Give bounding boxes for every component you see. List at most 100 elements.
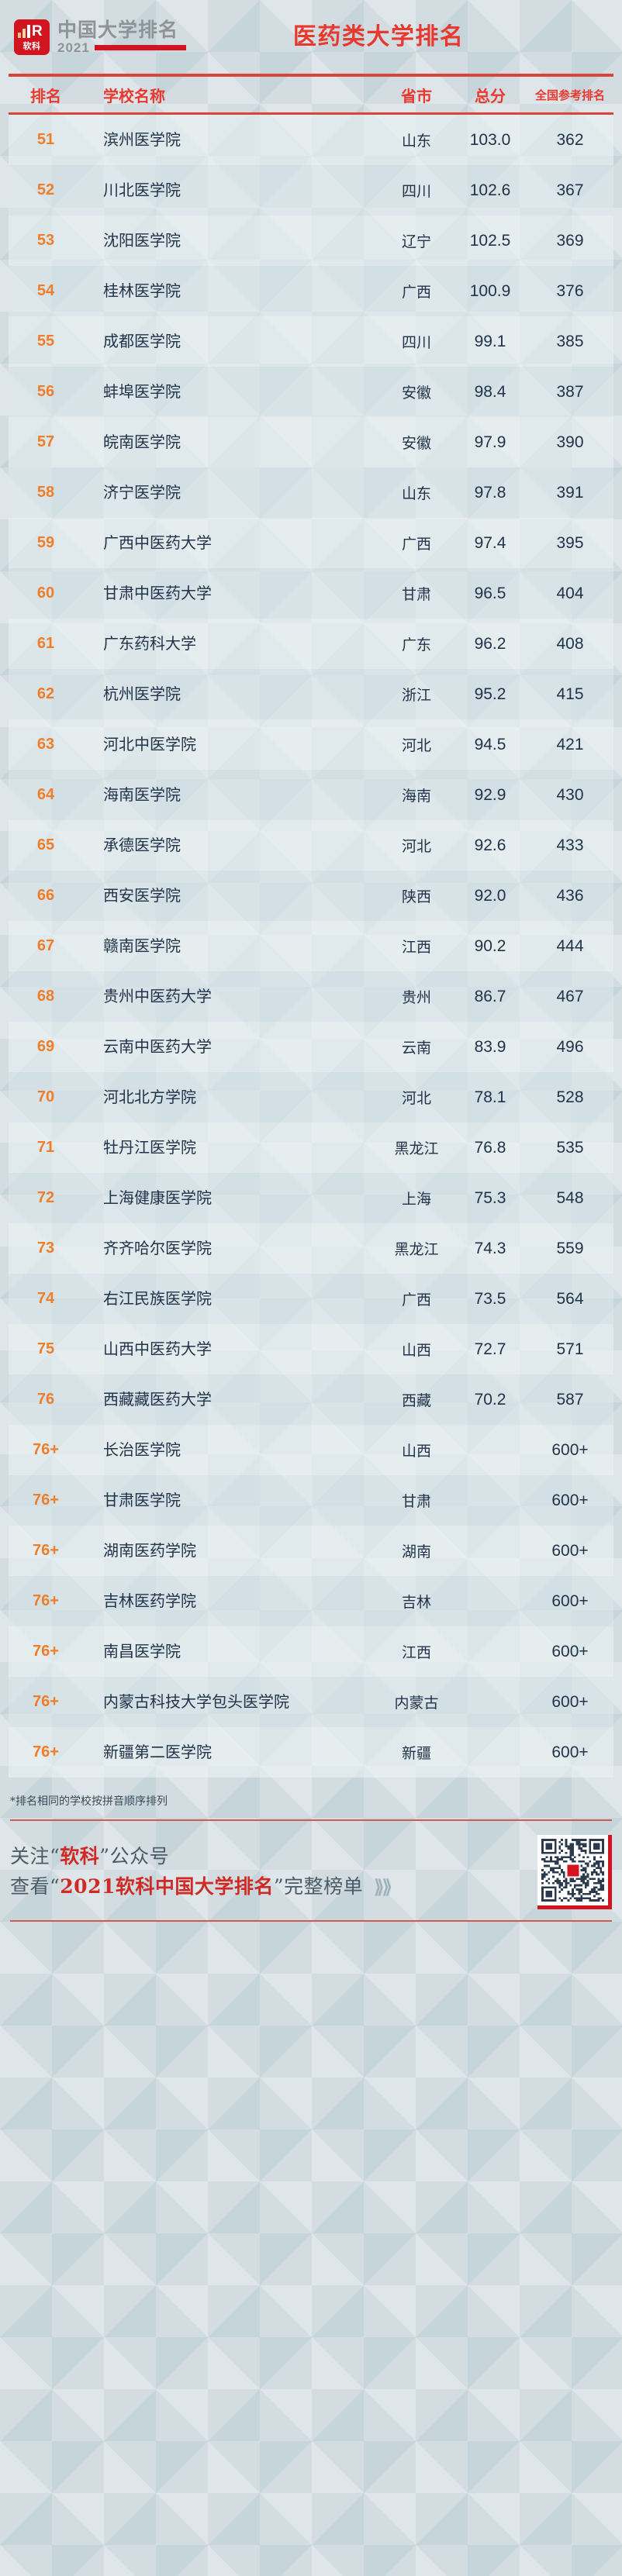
cell-school-text: 海南医学院	[103, 785, 181, 804]
cell-school: 吉林医药学院	[83, 1591, 379, 1611]
cell-score-text: 102.6	[469, 181, 511, 199]
table-row: 66 西安医学院 陕西 92.0 436	[9, 871, 613, 921]
cell-score-text: 75.3	[474, 1188, 506, 1207]
cell-rank-text: 76	[36, 1391, 55, 1408]
footer-bottom-rule	[10, 1920, 612, 1922]
cell-rank-text: 76+	[33, 1743, 59, 1760]
cell-national-text: 444	[556, 936, 584, 955]
cell-province-text: 四川	[401, 183, 431, 200]
cell-school-text: 广东药科大学	[103, 634, 196, 653]
cell-rank: 76+	[9, 1441, 83, 1459]
cell-school: 广东药科大学	[83, 634, 379, 653]
column-header-national: 全国参考排名	[534, 88, 605, 102]
cell-score-text: 97.8	[474, 483, 506, 502]
cell-score-text: 94.5	[474, 735, 506, 753]
cell-rank: 74	[9, 1290, 83, 1308]
cell-national: 600+	[527, 1491, 613, 1510]
cell-province-text: 黑龙江	[394, 1140, 439, 1157]
cell-province: 贵州	[379, 986, 454, 1007]
cell-rank-text: 76+	[33, 1592, 59, 1609]
cell-province-text: 浙江	[401, 687, 431, 704]
cell-school: 海南医学院	[83, 785, 379, 805]
cell-rank: 64	[9, 786, 83, 804]
cell-rank-text: 60	[36, 585, 55, 602]
brand-year: 2021	[57, 40, 90, 55]
cell-score-text: 70.2	[474, 1390, 506, 1409]
cell-national-text: 559	[556, 1239, 584, 1257]
cell-national-text: 535	[556, 1138, 584, 1157]
cell-school: 南昌医学院	[83, 1642, 379, 1661]
table-row: 71 牡丹江医学院 黑龙江 76.8 535	[9, 1122, 613, 1173]
cell-score: 102.5	[454, 232, 527, 250]
cell-school: 赣南医学院	[83, 936, 379, 956]
cell-school-text: 西藏藏医药大学	[103, 1390, 212, 1409]
cell-national: 415	[527, 685, 613, 704]
page-header: R 软科 中国大学排名 2021 医药类大学排名	[0, 0, 622, 74]
cell-rank-text: 68	[36, 988, 55, 1005]
cell-rank-text: 66	[36, 887, 55, 904]
cell-school-text: 新疆第二医学院	[103, 1743, 212, 1761]
cell-national: 444	[527, 937, 613, 956]
cell-score: 94.5	[454, 736, 527, 754]
cell-school: 右江民族医学院	[83, 1289, 379, 1309]
table-row: 76+ 长治医学院 山西 600+	[9, 1425, 613, 1475]
cell-score: 72.7	[454, 1340, 527, 1359]
cell-rank: 67	[9, 937, 83, 955]
cell-province-text: 广西	[401, 284, 431, 301]
cell-score-text: 83.9	[474, 1037, 506, 1056]
cell-national: 600+	[527, 1542, 613, 1560]
qr-code[interactable]	[537, 1835, 612, 1909]
cell-rank: 58	[9, 484, 83, 502]
cell-rank: 71	[9, 1139, 83, 1157]
cell-national: 467	[527, 988, 613, 1006]
footer-text: 关注“软科”公众号 查看“2021软科中国大学排名”完整榜单 ⟫⟫	[10, 1842, 530, 1902]
cell-school: 沈阳医学院	[83, 231, 379, 250]
cell-province-text: 陕西	[401, 888, 431, 905]
cell-national: 496	[527, 1038, 613, 1057]
cell-score: 99.1	[454, 333, 527, 351]
cell-national-text: 571	[556, 1340, 584, 1358]
cell-school-text: 湖南医药学院	[103, 1541, 196, 1560]
cell-school: 西藏藏医药大学	[83, 1390, 379, 1409]
shanghairanking-logo-icon: R 软科	[14, 19, 50, 55]
cell-national-text: 436	[556, 886, 584, 905]
cell-province-text: 上海	[401, 1191, 431, 1208]
cell-rank-text: 57	[36, 433, 55, 450]
cell-rank: 57	[9, 433, 83, 451]
cell-national-text: 367	[556, 181, 584, 199]
cell-school: 贵州中医药大学	[83, 987, 379, 1006]
cell-school: 广西中医药大学	[83, 533, 379, 553]
cell-province-text: 山西	[401, 1443, 431, 1460]
cell-rank-text: 69	[36, 1038, 55, 1055]
cell-rank-text: 76+	[33, 1643, 59, 1660]
cell-province: 广东	[379, 633, 454, 654]
cell-school-text: 山西中医药大学	[103, 1340, 212, 1358]
cell-rank-text: 58	[36, 484, 55, 501]
cell-school-text: 长治医学院	[103, 1440, 181, 1459]
cell-school: 云南中医药大学	[83, 1037, 379, 1057]
logo-letter-r: R	[32, 22, 43, 40]
cell-province: 新疆	[379, 1742, 454, 1763]
cell-score-text: 74.3	[474, 1239, 506, 1257]
table-row: 73 齐齐哈尔医学院 黑龙江 74.3 559	[9, 1223, 613, 1274]
cell-national: 391	[527, 484, 613, 502]
cell-school-text: 沈阳医学院	[103, 231, 181, 250]
cell-national: 535	[527, 1139, 613, 1157]
cell-province-text: 河北	[401, 737, 431, 754]
cell-national: 385	[527, 333, 613, 351]
cell-score: 100.9	[454, 282, 527, 301]
table-row: 63 河北中医学院 河北 94.5 421	[9, 719, 613, 770]
cell-national-text: 600+	[551, 1642, 589, 1660]
cell-national-text: 600+	[551, 1440, 589, 1459]
cell-province-text: 云南	[401, 1040, 431, 1057]
table-row: 64 海南医学院 海南 92.9 430	[9, 770, 613, 820]
cell-province: 四川	[379, 180, 454, 201]
cell-national: 362	[527, 131, 613, 150]
table-row: 52 川北医学院 四川 102.6 367	[9, 165, 613, 216]
cell-rank: 76+	[9, 1542, 83, 1560]
cell-national-text: 404	[556, 584, 584, 602]
cell-province: 安徽	[379, 381, 454, 402]
cell-score-text: 97.4	[474, 533, 506, 552]
table-row: 53 沈阳医学院 辽宁 102.5 369	[9, 216, 613, 266]
cell-school-text: 上海健康医学院	[103, 1188, 212, 1207]
